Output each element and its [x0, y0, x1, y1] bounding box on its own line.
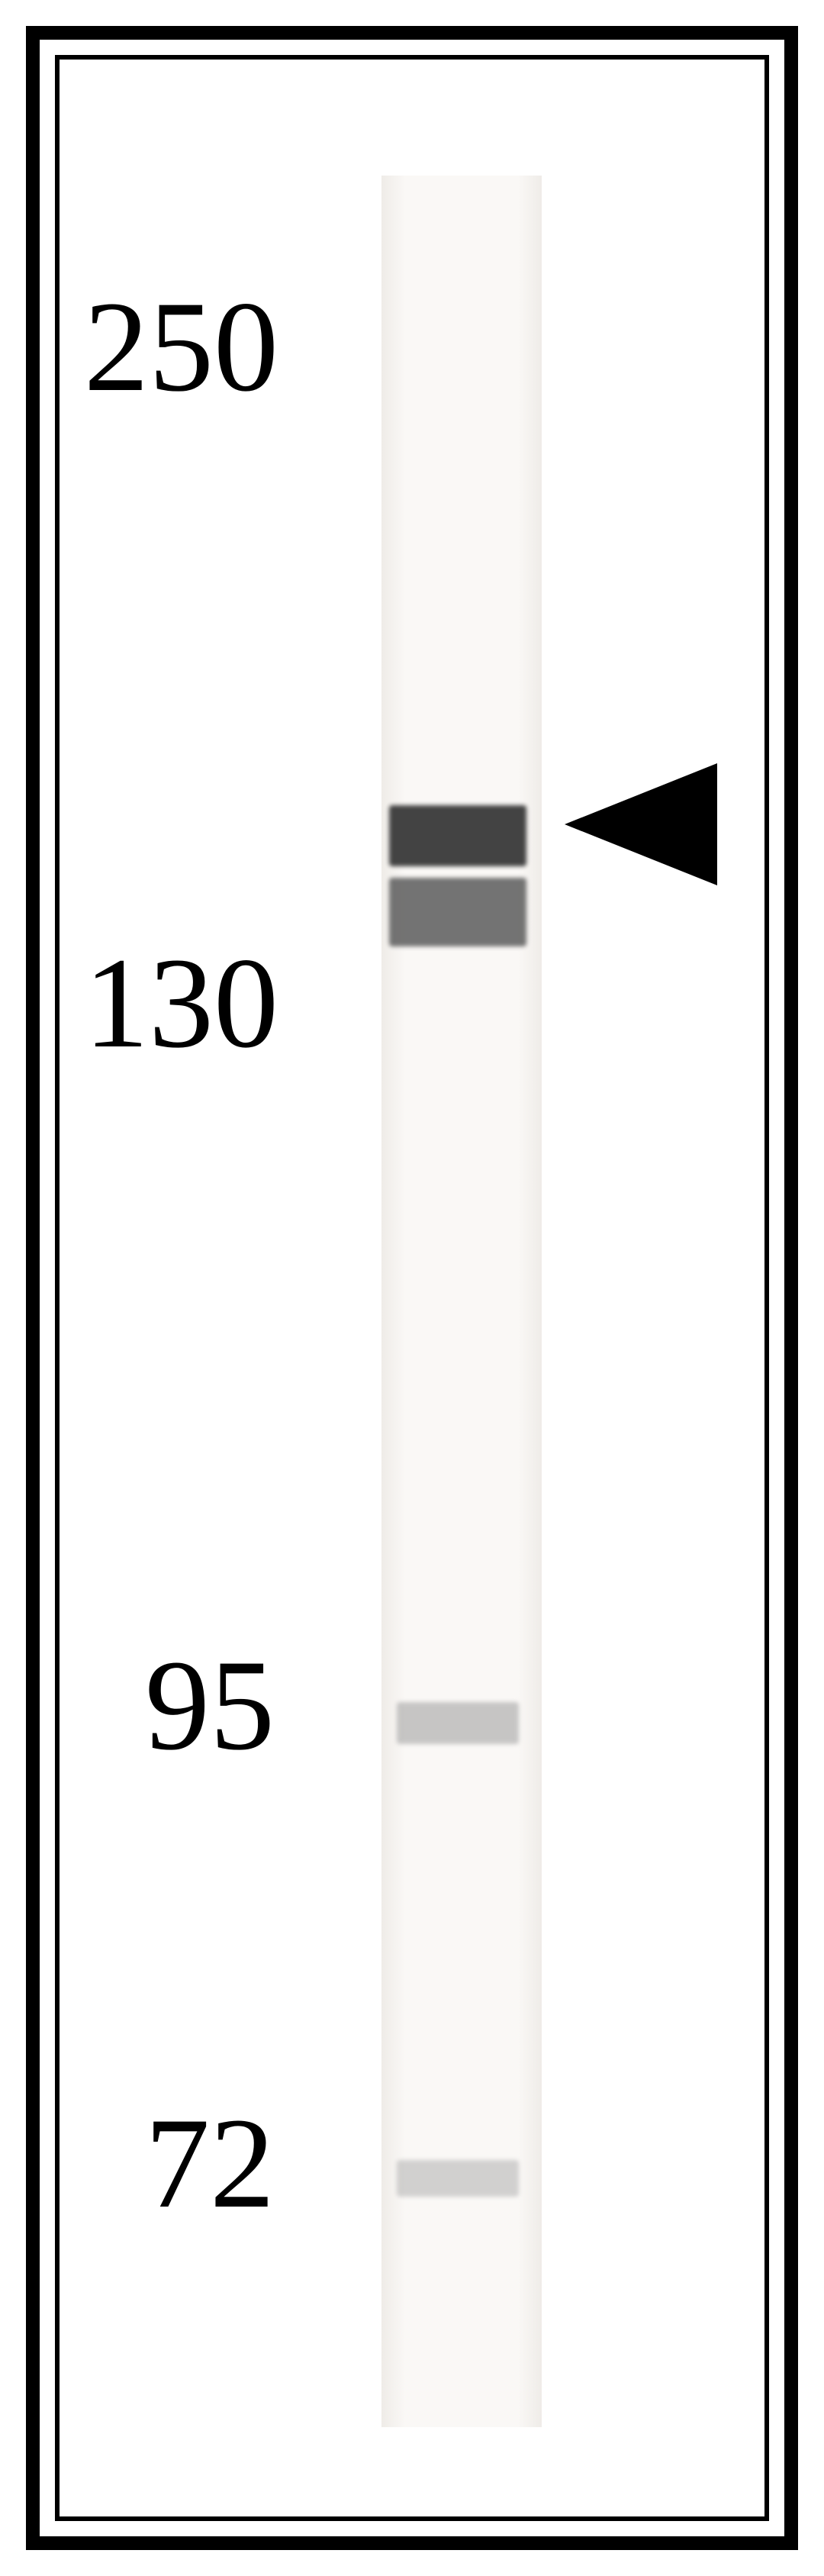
mw-marker-95: 95 — [145, 1631, 275, 1780]
mw-marker-250: 250 — [84, 272, 278, 421]
band-1 — [389, 878, 526, 946]
band-3 — [397, 2160, 519, 2197]
mw-marker-130: 130 — [84, 929, 278, 1078]
blot-lane — [381, 176, 542, 2427]
mw-marker-72: 72 — [145, 2089, 275, 2238]
band-0 — [389, 805, 526, 866]
band-2 — [397, 1702, 519, 1744]
band-indicator-arrow — [565, 763, 717, 885]
